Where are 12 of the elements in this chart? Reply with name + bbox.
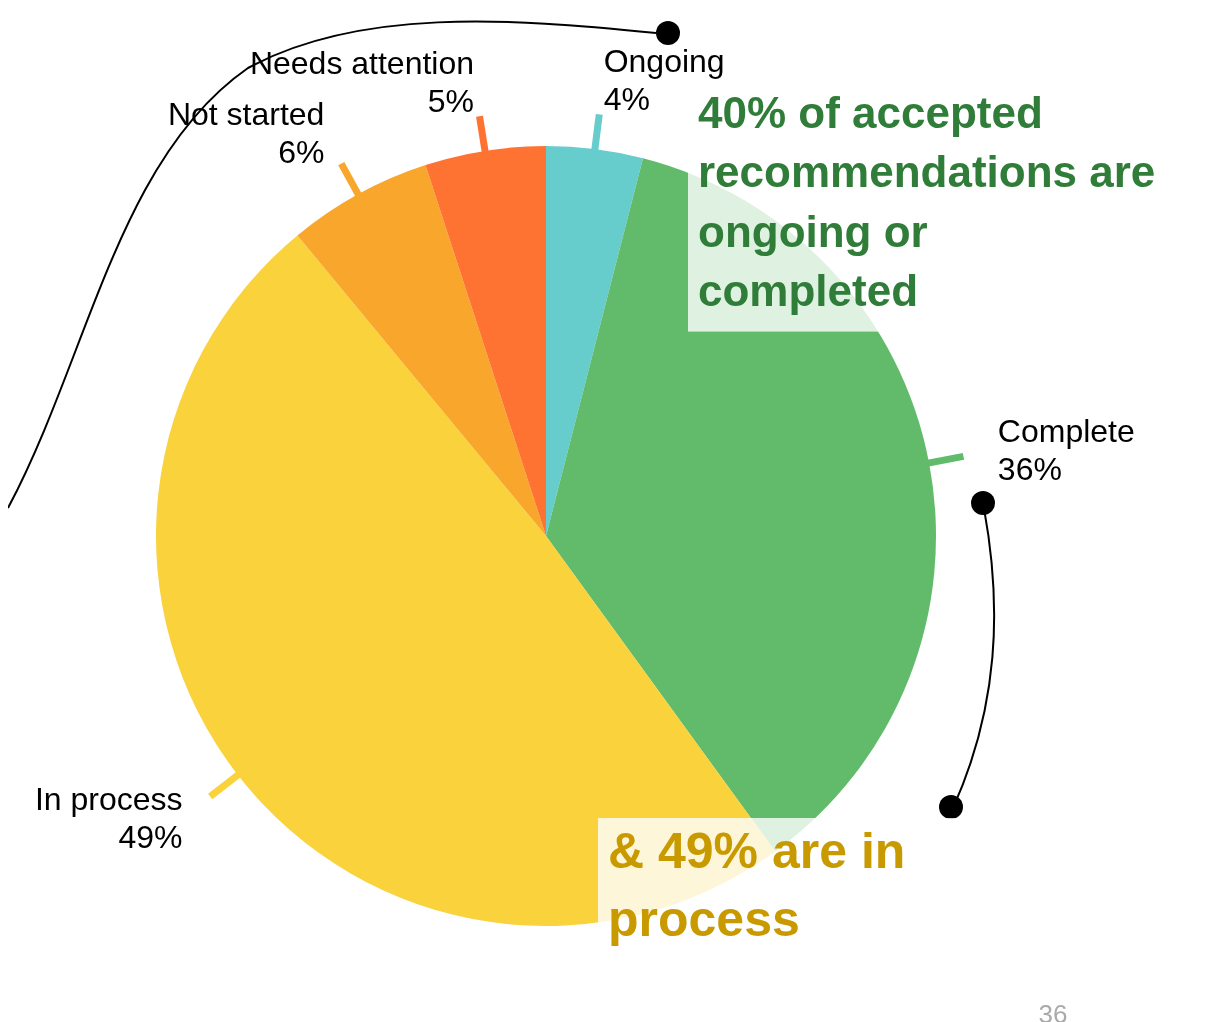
slice-label: Needs attention	[249, 44, 475, 81]
text: 40% of accepted recommendations are ongoing or completed	[698, 88, 1156, 316]
slice-label: In process	[34, 780, 183, 817]
slice-label: Ongoing	[603, 42, 725, 79]
data-label: 49%	[118, 818, 183, 855]
slice-label: Complete	[997, 412, 1135, 449]
data-label: 36%	[997, 450, 1062, 487]
text: & 49% are in process	[608, 823, 906, 947]
data-label: 5%	[427, 82, 475, 119]
data-label: 6%	[278, 133, 325, 170]
data-label: 4%	[603, 80, 650, 117]
pie-slice	[297, 165, 546, 536]
